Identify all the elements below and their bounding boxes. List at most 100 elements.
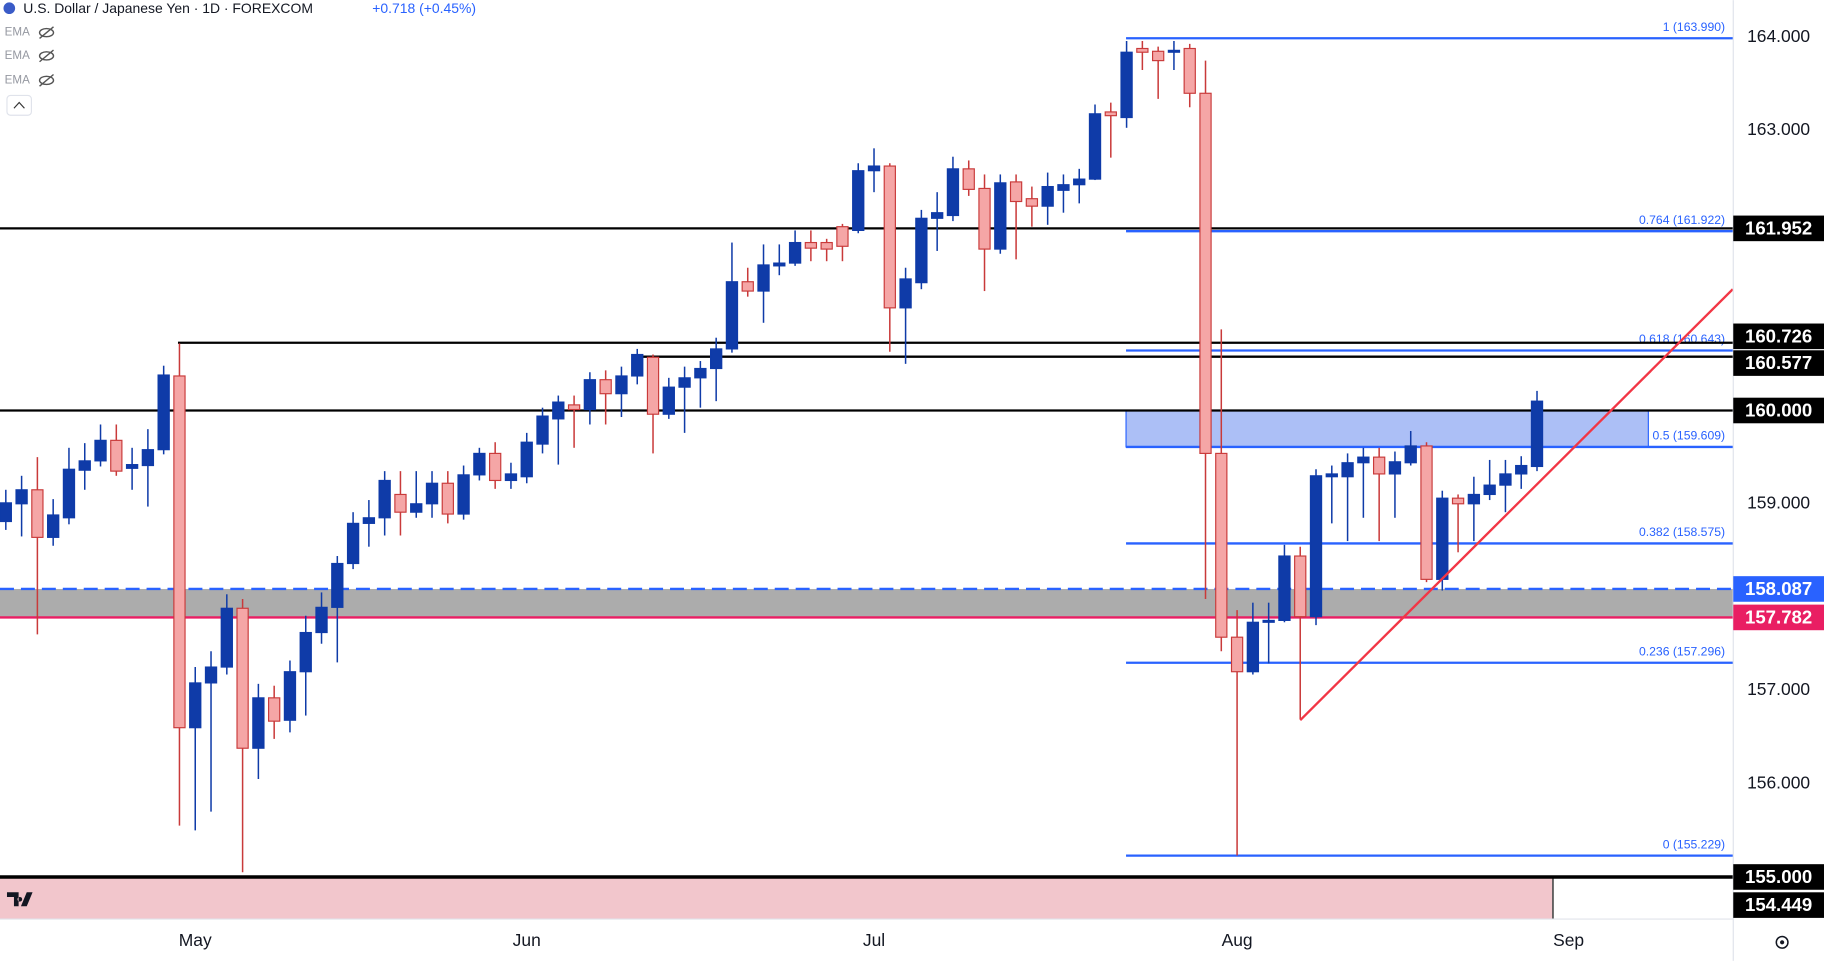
- price-badge-label: 154.449: [1745, 894, 1812, 915]
- candle-body: [757, 264, 770, 292]
- candle-body: [615, 375, 628, 395]
- candle-body: [930, 212, 944, 219]
- candle-body: [1483, 484, 1496, 496]
- candle-body: [362, 517, 376, 524]
- candle-body: [1057, 184, 1070, 191]
- indicator-label[interactable]: EMA: [5, 26, 30, 39]
- candle-body: [1183, 47, 1196, 94]
- candle-body: [236, 607, 249, 749]
- candle-body: [962, 168, 975, 190]
- candle-body: [173, 375, 186, 729]
- candle-body: [1325, 473, 1338, 478]
- candle-body: [1246, 621, 1260, 673]
- fib-label: 0.382 (158.575): [1639, 525, 1725, 539]
- candle-body: [820, 241, 833, 250]
- candle-body: [441, 482, 454, 515]
- y-tick-label: 163.000: [1747, 119, 1810, 139]
- candle-body: [1041, 185, 1054, 207]
- candle-body: [1167, 49, 1181, 53]
- fib-label: 0.764 (161.922): [1639, 213, 1725, 227]
- candle-body: [1436, 497, 1449, 580]
- y-tick-label: 157.000: [1747, 679, 1810, 699]
- candle-body: [1357, 456, 1370, 464]
- candle-body: [899, 278, 912, 309]
- candle-body: [725, 281, 739, 350]
- candle-body: [599, 379, 612, 395]
- candle-body: [425, 482, 439, 505]
- symbol-title: U.S. Dollar / Japanese Yen · 1D · FOREXC…: [23, 0, 313, 16]
- candle-body: [1199, 92, 1212, 454]
- indicator-label[interactable]: EMA: [5, 49, 30, 62]
- candle-body: [1530, 400, 1544, 468]
- candle-body: [788, 241, 802, 264]
- candle-body: [204, 666, 218, 684]
- candle-body: [78, 460, 91, 471]
- y-tick-label: 156.000: [1747, 772, 1810, 792]
- price-badge: [1733, 215, 1824, 242]
- candle-body: [709, 348, 723, 370]
- price-badge: [1733, 604, 1824, 631]
- candle-body: [852, 170, 865, 232]
- candle-body: [331, 562, 344, 608]
- collapse-icon: [13, 101, 25, 109]
- price-badge-label: 160.726: [1745, 325, 1812, 346]
- indicator-label[interactable]: EMA: [5, 73, 30, 86]
- candle-body: [1467, 493, 1481, 505]
- candle-body: [1404, 445, 1417, 464]
- x-tick-label: Aug: [1222, 930, 1253, 950]
- candle-body: [47, 514, 60, 538]
- candle-body: [1278, 555, 1291, 621]
- collapse-button[interactable]: [6, 94, 32, 116]
- candle-body: [220, 607, 233, 668]
- zone: [1125, 409, 1649, 448]
- candle-body: [583, 379, 597, 411]
- candle-body: [1420, 445, 1433, 580]
- settings-icon[interactable]: [1775, 935, 1789, 949]
- candle-body: [1230, 636, 1244, 673]
- candle-body: [804, 241, 818, 249]
- price-badge-label: 155.000: [1745, 866, 1812, 887]
- axes: 155.000 156.000 157.000 159.000 163.000 164.0…: [179, 26, 1824, 950]
- plot-area: 1 (163.990)0.764 (161.922)0.618 (160.643…: [0, 20, 1734, 920]
- candle-body: [1499, 473, 1512, 486]
- candle-body: [520, 441, 533, 478]
- header: U.S. Dollar / Japanese Yen · 1D · FOREXC…: [3, 0, 476, 116]
- candle-body: [1088, 113, 1102, 180]
- candle-body: [346, 522, 360, 565]
- candle-body: [504, 473, 518, 482]
- candle-body: [1451, 497, 1465, 505]
- candle-body: [883, 165, 896, 309]
- candle-body: [62, 468, 76, 519]
- candle-body: [1073, 178, 1086, 186]
- candle-body: [646, 356, 660, 415]
- candle-body: [410, 503, 423, 513]
- candle-body: [694, 367, 707, 379]
- price-badge-label: 158.087: [1745, 578, 1812, 599]
- candle-body: [994, 182, 1007, 250]
- candle-body: [773, 262, 786, 267]
- candle-body: [946, 168, 960, 217]
- candle-body: [1104, 111, 1117, 117]
- candle-body: [1309, 475, 1323, 618]
- price-badge: [1733, 576, 1824, 602]
- candle-body: [125, 464, 139, 469]
- candle-body: [378, 479, 391, 519]
- candle-body: [1388, 461, 1402, 475]
- candle-body: [94, 439, 107, 462]
- price-badge: [1733, 864, 1824, 890]
- candle-body: [1136, 47, 1149, 53]
- logo: [6, 892, 33, 907]
- fib-label: 0.236 (157.296): [1639, 645, 1725, 659]
- candle-body: [1120, 51, 1133, 119]
- candle-body: [1262, 619, 1275, 623]
- zone: [0, 876, 1553, 920]
- candle-body: [299, 631, 312, 673]
- candle-body: [15, 489, 28, 505]
- price-badge-label: 160.000: [1745, 400, 1812, 421]
- candle-body: [268, 697, 281, 722]
- candle-body: [1025, 198, 1039, 207]
- candle-body: [567, 404, 581, 411]
- x-tick-label: Jul: [863, 930, 885, 950]
- y-tick-label: 159.000: [1747, 492, 1810, 512]
